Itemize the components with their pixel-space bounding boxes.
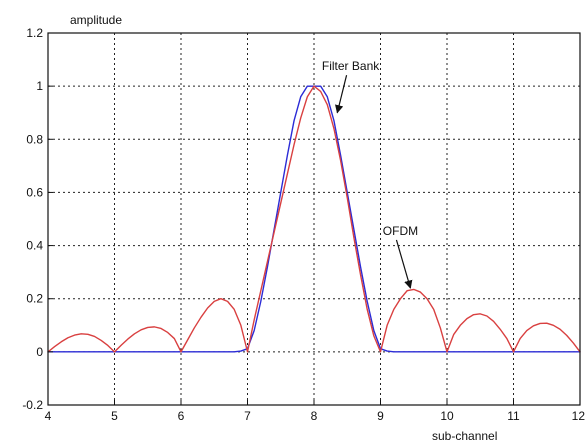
y-tick-label: -0.2 xyxy=(22,398,43,412)
x-tick-label: 8 xyxy=(311,409,318,423)
x-tick-label: 10 xyxy=(440,409,454,423)
y-tick-label: 0 xyxy=(36,345,43,359)
x-tick-label: 9 xyxy=(377,409,384,423)
x-tick-label: 4 xyxy=(45,409,52,423)
y-tick-label: 0.2 xyxy=(26,292,43,306)
y-tick-label: 1 xyxy=(36,79,43,93)
ofdm-curve xyxy=(47,85,581,353)
filter-bank-annotation-label: Filter Bank xyxy=(322,59,380,73)
ofdm-annotation-label: OFDM xyxy=(383,224,418,238)
ofdm-annotation-arrow xyxy=(395,239,413,289)
y-tick-label: 0.4 xyxy=(26,239,43,253)
series-lines xyxy=(47,85,581,353)
y-axis-title: amplitude xyxy=(70,13,122,27)
y-tick-label: 1.2 xyxy=(26,26,43,40)
filter-bank-annotation-arrow xyxy=(335,75,348,114)
annotations: Filter Bank OFDM xyxy=(322,59,418,289)
x-tick-label: 5 xyxy=(111,409,118,423)
x-tick-label: 12 xyxy=(572,409,586,423)
x-tick-label: 7 xyxy=(244,409,251,423)
axis-ticks: 4 5 6 7 8 9 10 11 12 -0.2 0 0.2 0.4 0.6 0.8 1 1.2 xyxy=(22,26,585,423)
y-tick-label: 0.6 xyxy=(26,185,43,199)
x-tick-label: 6 xyxy=(178,409,185,423)
y-tick-label: 0.8 xyxy=(26,132,43,146)
x-tick-label: 11 xyxy=(507,409,520,423)
x-axis-title: sub-channel xyxy=(432,429,497,442)
